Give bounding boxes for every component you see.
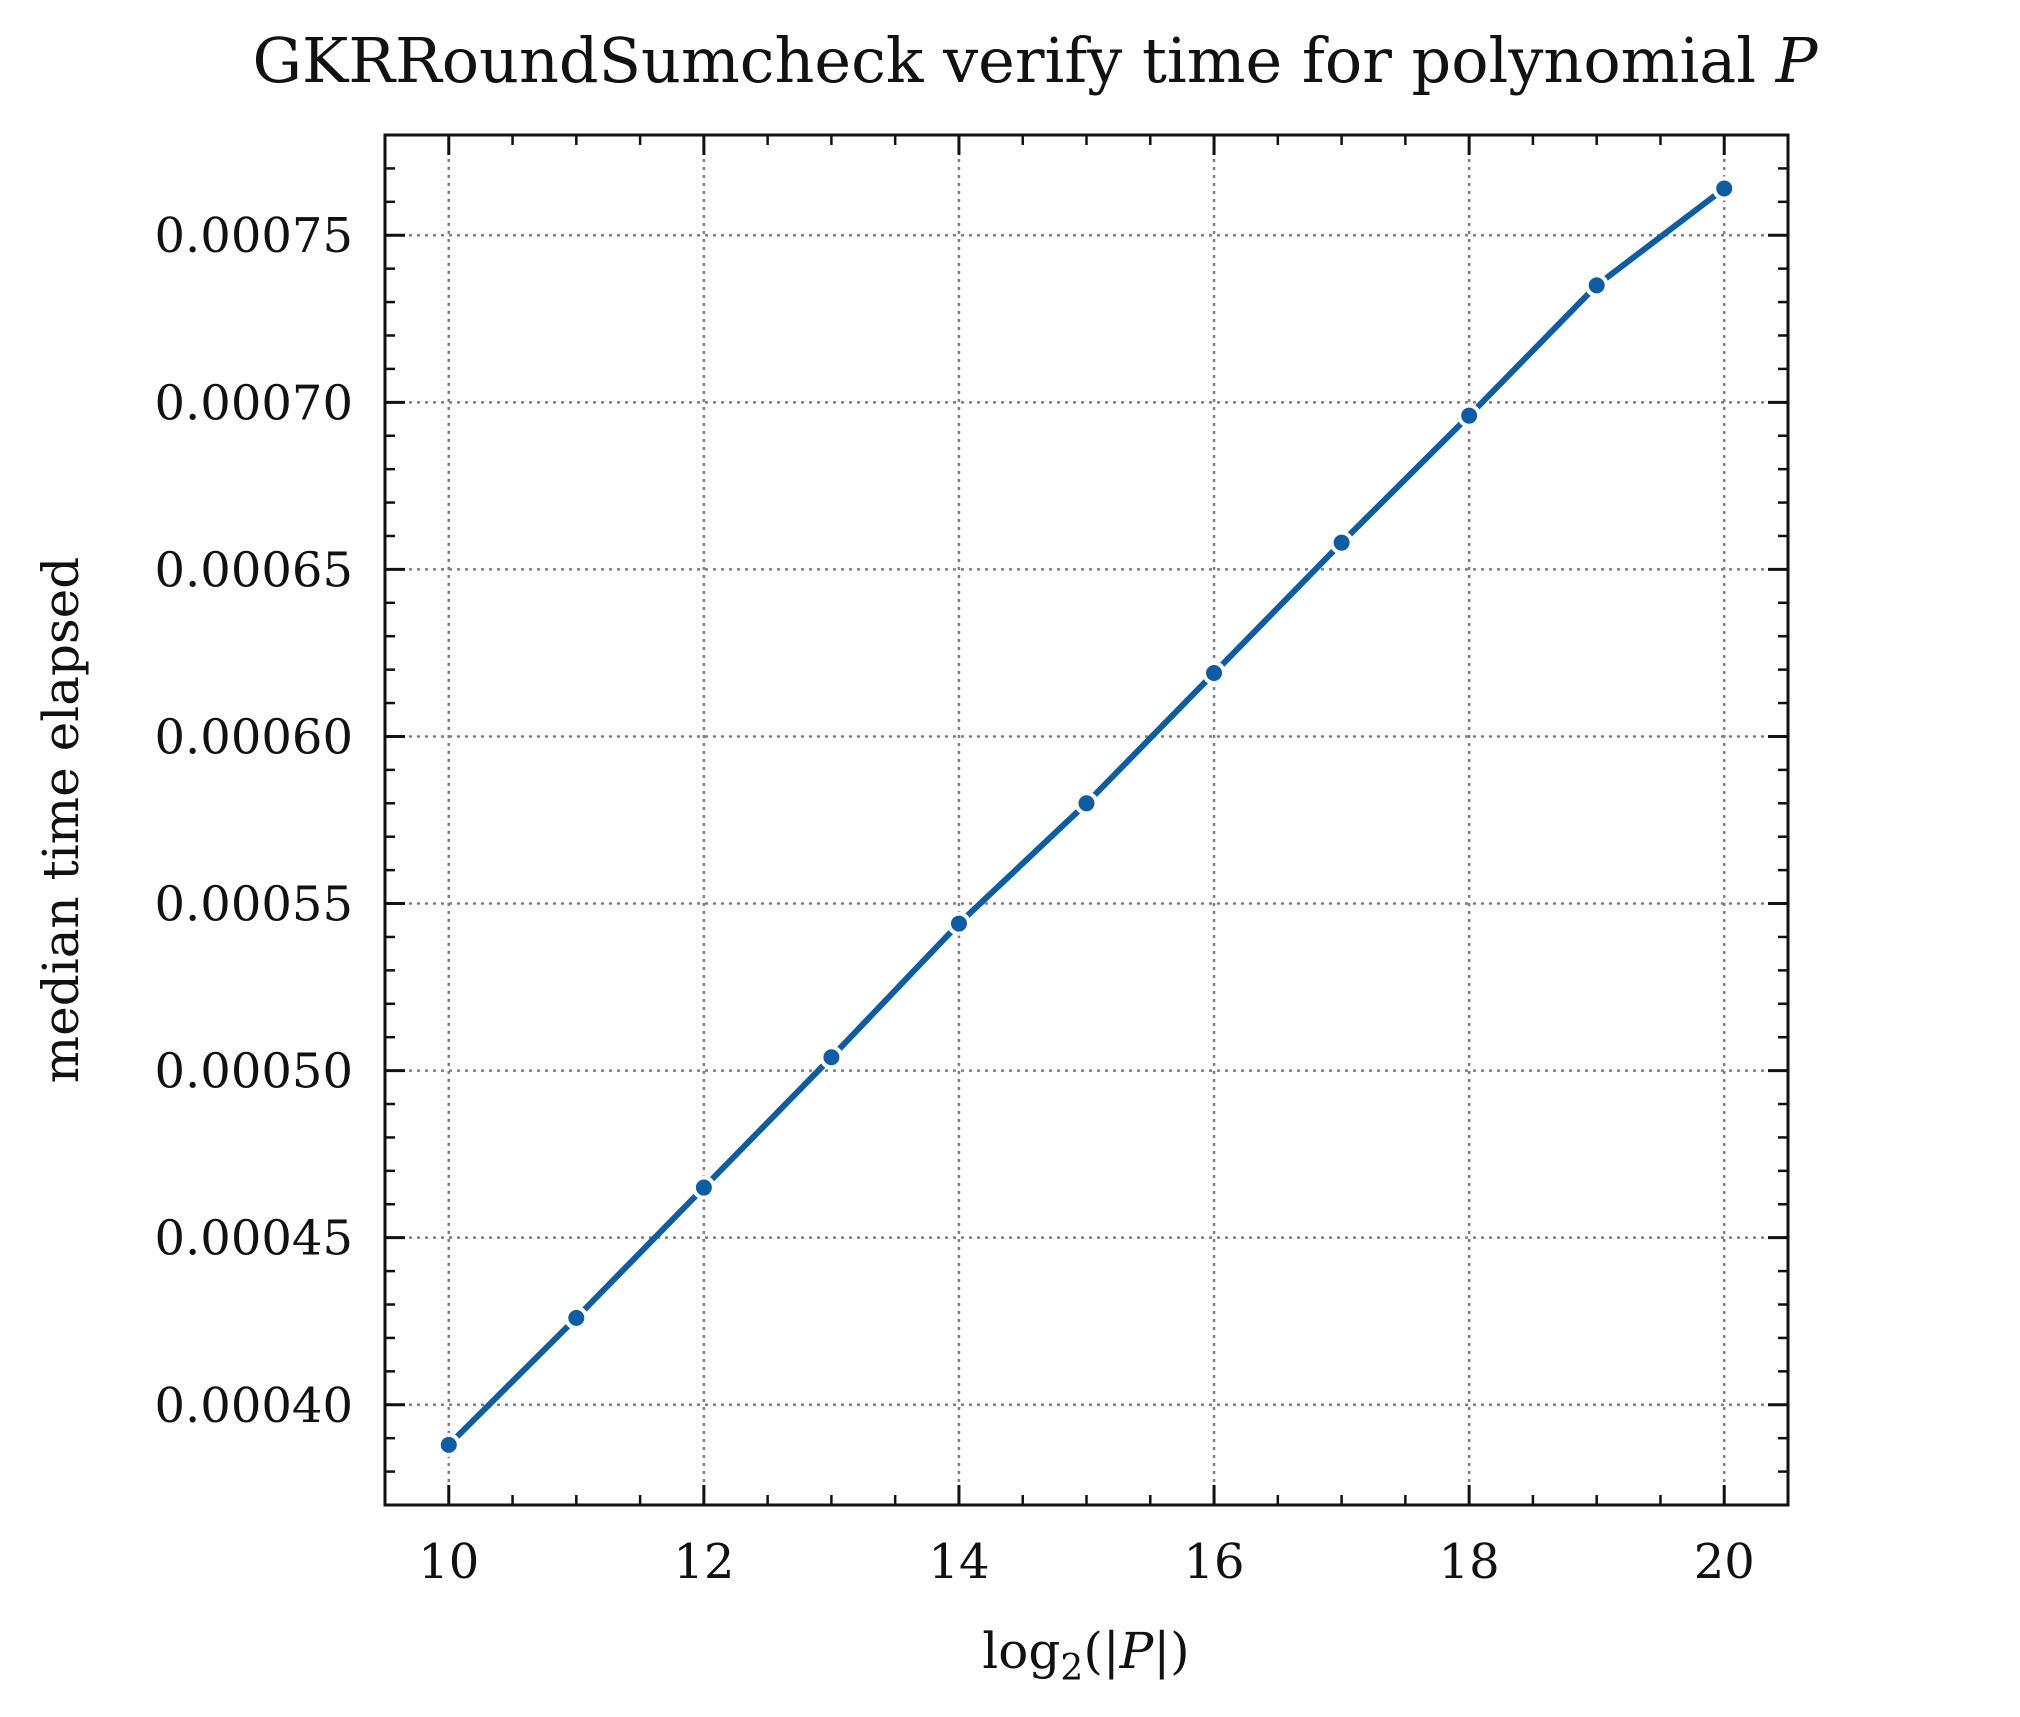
x-tick-labels: 10 12 14 16 18 20 — [418, 1534, 1755, 1590]
y-tick-label-0.00065: 0.00065 — [155, 542, 354, 598]
series-layer — [436, 176, 1737, 1457]
y-axis-label: median time elapsed — [32, 557, 90, 1084]
x-tick-label-16: 16 — [1184, 1534, 1245, 1590]
y-tick-label-0.00075: 0.00075 — [155, 208, 354, 264]
data-point-19 — [1584, 273, 1609, 298]
data-point-16 — [1202, 660, 1227, 685]
grid-lines — [385, 135, 1788, 1505]
data-point-18 — [1457, 403, 1482, 428]
chart-title: GKRRoundSumcheck verify time for polynom… — [252, 24, 1818, 97]
y-tick-labels: 0.00040 0.00045 0.00050 0.00055 0.00060 0.000… — [155, 208, 354, 1434]
data-point-10 — [436, 1432, 461, 1457]
y-tick-label-0.00040: 0.00040 — [155, 1378, 354, 1434]
y-tick-label-0.00055: 0.00055 — [155, 877, 354, 933]
data-point-15 — [1074, 791, 1099, 816]
chart-title-text: GKRRoundSumcheck verify time for polynom… — [252, 24, 1775, 97]
x-tick-label-12: 12 — [673, 1534, 734, 1590]
data-point-20 — [1712, 176, 1737, 201]
plot-frame — [383, 133, 1790, 1507]
x-tick-label-18: 18 — [1439, 1534, 1500, 1590]
data-point-13 — [819, 1045, 844, 1070]
data-point-14 — [946, 911, 971, 936]
major-ticks — [385, 135, 1788, 1505]
y-tick-label-0.00070: 0.00070 — [155, 375, 354, 431]
x-axis-label: log2(|P|) — [982, 1622, 1189, 1689]
x-tick-label-20: 20 — [1694, 1534, 1755, 1590]
y-tick-label-0.00060: 0.00060 — [155, 709, 354, 765]
data-point-11 — [564, 1305, 589, 1330]
data-point-17 — [1329, 530, 1354, 555]
x-tick-label-14: 14 — [928, 1534, 989, 1590]
y-tick-label-0.00050: 0.00050 — [155, 1044, 354, 1100]
x-tick-label-10: 10 — [418, 1534, 479, 1590]
series-line-0 — [446, 186, 1727, 1447]
y-tick-label-0.00045: 0.00045 — [155, 1211, 354, 1267]
data-point-12 — [691, 1175, 716, 1200]
